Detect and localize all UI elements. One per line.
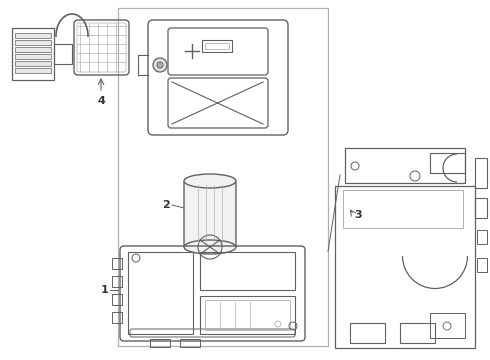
Bar <box>112 294 122 305</box>
Bar <box>15 54 51 59</box>
Bar <box>343 190 463 228</box>
Bar <box>205 43 229 49</box>
Bar <box>12 28 54 80</box>
Text: 3: 3 <box>354 210 362 220</box>
Bar <box>430 153 465 173</box>
Circle shape <box>157 62 163 68</box>
Bar <box>15 68 51 73</box>
Bar <box>15 61 51 66</box>
Bar <box>475 198 487 218</box>
Bar <box>112 276 122 287</box>
Bar <box>430 313 465 338</box>
Bar <box>112 258 122 269</box>
Bar <box>200 252 295 290</box>
Bar <box>475 158 487 188</box>
Bar <box>150 339 170 347</box>
Bar <box>205 300 290 330</box>
Bar <box>335 186 475 348</box>
FancyBboxPatch shape <box>184 178 236 250</box>
Ellipse shape <box>184 174 236 188</box>
Bar <box>477 258 487 272</box>
Bar <box>15 33 51 38</box>
Bar <box>118 8 328 346</box>
Circle shape <box>153 58 167 72</box>
Bar <box>350 323 385 343</box>
Bar <box>54 44 72 64</box>
Bar <box>345 148 465 183</box>
Bar <box>202 40 232 52</box>
Text: 4: 4 <box>97 96 105 106</box>
Bar <box>200 296 295 334</box>
Text: 1: 1 <box>100 285 108 295</box>
Bar <box>477 230 487 244</box>
Bar <box>400 323 435 343</box>
Bar <box>15 47 51 52</box>
Bar <box>180 339 200 347</box>
Bar <box>112 312 122 323</box>
Bar <box>15 40 51 45</box>
Bar <box>128 252 193 334</box>
Ellipse shape <box>184 240 236 254</box>
Text: 2: 2 <box>162 200 170 210</box>
